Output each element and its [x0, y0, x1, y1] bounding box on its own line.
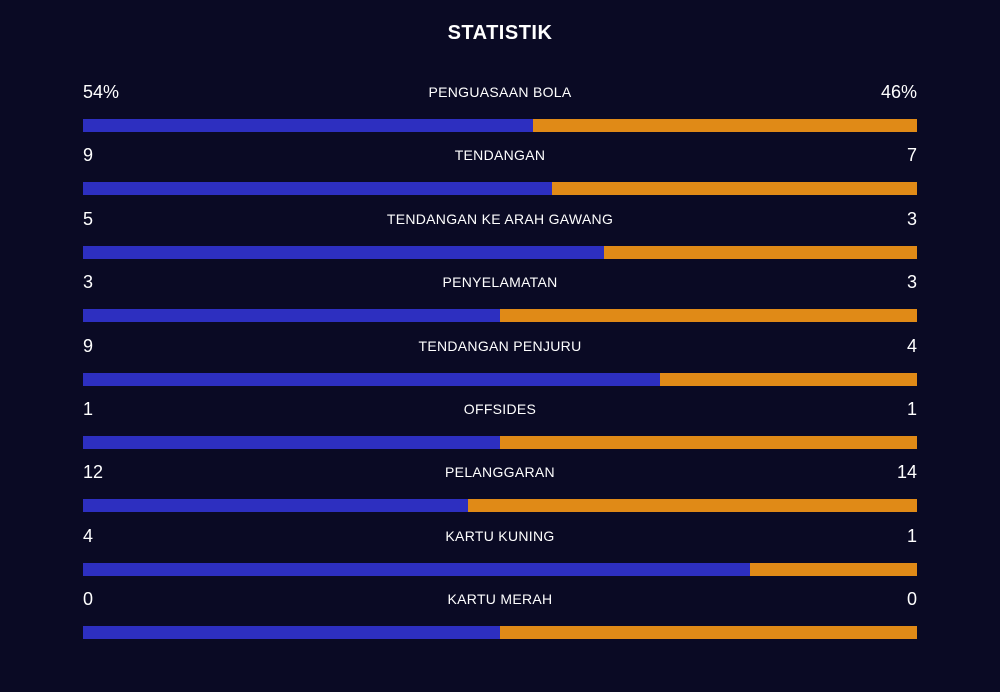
away-value: 7 [906, 145, 917, 166]
away-bar [750, 562, 917, 576]
home-bar [83, 499, 468, 513]
stat-label: TENDANGAN [454, 147, 546, 164]
home-bar [83, 372, 661, 386]
stat-label: TENDANGAN KE ARAH GAWANG [386, 210, 614, 227]
home-bar [83, 309, 500, 323]
stat-row: 54% PENGUASAAN BOLA 46% [83, 80, 917, 143]
page-title: STATISTIK [447, 22, 553, 44]
home-value: 9 [83, 145, 94, 166]
stat-row: 9 TENDANGAN PENJURU 4 [83, 334, 917, 397]
away-value: 3 [906, 208, 917, 229]
home-value: 4 [83, 525, 94, 546]
stat-row: 5 TENDANGAN KE ARAH GAWANG 3 [83, 207, 917, 270]
stat-row: 12 PELANGGARAN 14 [83, 460, 917, 523]
stats-list: 54% PENGUASAAN BOLA 46% 9 TENDANGAN 7 5 … [83, 80, 917, 651]
stat-row: 9 TENDANGAN 7 [83, 143, 917, 206]
stat-row: 4 KARTU KUNING 1 [83, 524, 917, 587]
home-value: 1 [83, 398, 94, 419]
away-bar [467, 499, 917, 513]
stat-bar [83, 119, 917, 132]
stat-bar [83, 626, 917, 640]
home-bar [83, 626, 500, 640]
stat-bar [83, 562, 917, 576]
home-value: 12 [83, 462, 104, 483]
stat-bar [83, 372, 917, 386]
home-bar [83, 562, 751, 576]
away-bar [660, 372, 917, 386]
stat-bar [83, 499, 917, 513]
away-value: 1 [906, 525, 917, 546]
home-value: 3 [83, 272, 94, 293]
stat-label: PENGUASAAN BOLA [428, 84, 572, 100]
home-value: 5 [83, 208, 94, 229]
stat-row: 3 PENYELAMATAN 3 [83, 270, 917, 333]
away-bar [604, 245, 917, 259]
away-value: 4 [906, 335, 917, 356]
stat-label: TENDANGAN PENJURU [418, 337, 582, 354]
home-bar [83, 245, 605, 259]
away-value: 14 [896, 462, 917, 483]
stat-row: 1 OFFSIDES 1 [83, 397, 917, 460]
stat-bar [83, 309, 917, 323]
away-bar [500, 309, 917, 323]
stat-label: PELANGGARAN [445, 464, 555, 481]
stat-bar [83, 182, 917, 196]
away-bar [552, 182, 917, 196]
away-value: 1 [906, 398, 917, 419]
stat-bar [83, 435, 917, 449]
stat-label: PENYELAMATAN [442, 274, 558, 291]
home-bar [83, 119, 534, 132]
away-bar [533, 119, 917, 132]
home-value: 54% [83, 82, 120, 102]
away-bar [500, 435, 917, 449]
home-bar [83, 435, 500, 449]
away-value: 0 [906, 589, 917, 610]
away-value: 46% [880, 82, 917, 102]
home-value: 9 [83, 335, 94, 356]
stat-label: KARTU MERAH [447, 591, 553, 608]
stat-row: 0 KARTU MERAH 0 [83, 587, 917, 650]
home-bar [83, 182, 553, 196]
home-value: 0 [83, 589, 94, 610]
away-bar [500, 626, 917, 640]
stat-bar [83, 245, 917, 259]
stat-label: KARTU KUNING [445, 527, 555, 544]
stat-label: OFFSIDES [463, 400, 537, 417]
away-value: 3 [906, 272, 917, 293]
